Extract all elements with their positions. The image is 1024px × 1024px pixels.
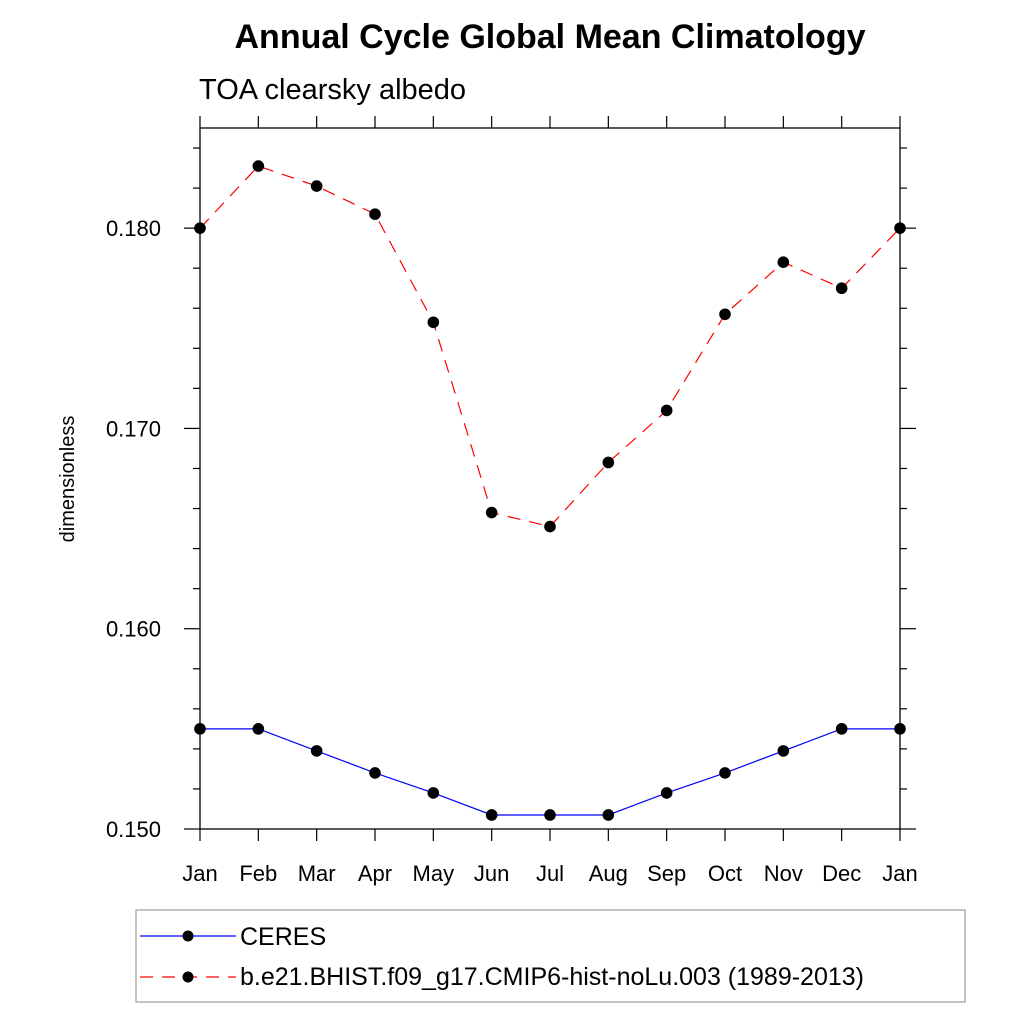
data-point-series-1 — [777, 256, 790, 268]
data-point-series-1 — [544, 520, 556, 533]
y-tick-label: 0.170 — [106, 416, 161, 441]
x-tick-label: Jun — [474, 861, 509, 886]
y-axis-label: dimensionless — [57, 416, 79, 543]
data-point-series-1 — [894, 222, 906, 234]
x-tick-label: Apr — [358, 861, 392, 886]
data-point-series-1 — [310, 180, 323, 192]
x-tick-labels: Jan Feb Mar Apr May Jun Jul Aug Sep Oct Nov Dec Jan — [182, 861, 917, 886]
data-point-series-1 — [252, 160, 265, 172]
legend-marker-ceres — [182, 930, 194, 942]
y-tick-labels: 0.150 0.160 0.170 0.180 — [106, 216, 161, 842]
x-tick-label: Jan — [882, 861, 917, 886]
x-tick-label: Feb — [239, 861, 277, 886]
data-point-series-0 — [252, 723, 265, 735]
data-point-series-1 — [835, 282, 848, 295]
x-tick-label: Dec — [822, 861, 861, 886]
x-tick-label: Sep — [647, 861, 686, 886]
chart-subtitle: TOA clearsky albedo — [199, 74, 466, 106]
series-line-1 — [199, 165, 901, 528]
data-point-series-1 — [427, 316, 440, 329]
data-point-series-0 — [660, 787, 673, 799]
x-tick-label: Nov — [764, 861, 803, 886]
legend-marker-model — [182, 971, 194, 983]
data-point-series-1 — [485, 506, 498, 519]
axis-ticks — [184, 116, 916, 841]
data-point-series-1 — [660, 404, 673, 417]
data-point-series-0 — [894, 723, 906, 735]
y-tick-label: 0.160 — [106, 617, 161, 642]
x-tick-label: May — [413, 861, 455, 886]
x-tick-label: Aug — [589, 861, 628, 886]
legend-label-ceres: CERES — [240, 923, 326, 951]
data-point-series-0 — [310, 745, 323, 757]
legend-label-model: b.e21.BHIST.f09_g17.CMIP6-hist-noLu.003 … — [240, 963, 864, 991]
plot-frame — [199, 127, 901, 830]
x-tick-label: Oct — [708, 861, 742, 886]
x-tick-label: Jul — [536, 861, 564, 886]
data-point-series-1 — [602, 456, 615, 469]
series-line-0 — [200, 728, 900, 816]
y-tick-label: 0.180 — [106, 216, 161, 241]
data-point-series-1 — [369, 208, 381, 220]
data-point-series-0 — [719, 767, 731, 779]
data-point-series-0 — [544, 809, 556, 821]
y-tick-label: 0.150 — [106, 817, 161, 842]
legend: CERES b.e21.BHIST.f09_g17.CMIP6-hist-noL… — [135, 909, 966, 1003]
data-point-series-1 — [719, 308, 731, 321]
legend-box — [135, 909, 966, 1003]
data-point-series-0 — [427, 787, 440, 799]
data-point-series-0 — [369, 767, 381, 779]
data-point-series-0 — [602, 809, 615, 821]
data-point-series-0 — [777, 745, 790, 757]
data-point-series-0 — [835, 723, 848, 735]
data-point-series-1 — [194, 222, 206, 234]
series-layer — [194, 160, 906, 821]
data-point-series-0 — [485, 809, 498, 821]
x-tick-label: Mar — [298, 861, 336, 886]
chart-title: Annual Cycle Global Mean Climatology — [235, 18, 866, 56]
x-tick-label: Jan — [182, 861, 217, 886]
data-point-series-0 — [194, 723, 206, 735]
